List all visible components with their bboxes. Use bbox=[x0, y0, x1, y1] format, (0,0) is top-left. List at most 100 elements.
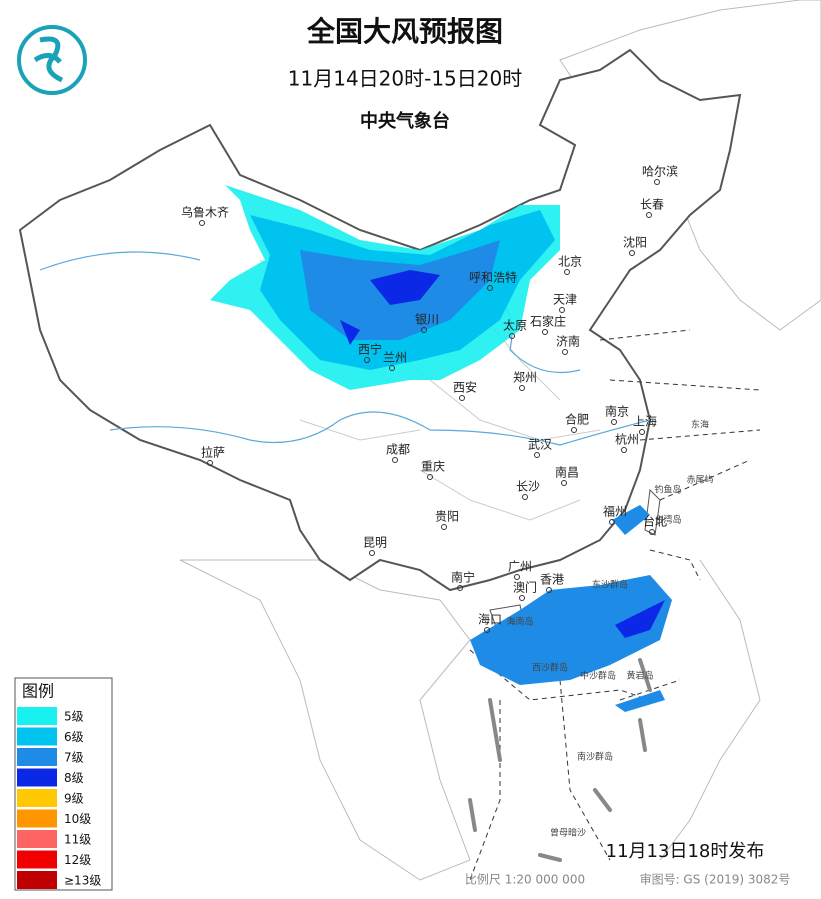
city-marker bbox=[546, 587, 552, 593]
city-marker bbox=[427, 474, 433, 480]
city-marker bbox=[364, 357, 370, 363]
city-marker bbox=[514, 574, 520, 580]
place-label: 东沙群岛 bbox=[592, 579, 628, 591]
city-marker bbox=[559, 307, 565, 313]
legend-swatch bbox=[17, 809, 57, 828]
city-marker bbox=[542, 329, 548, 335]
city-label: 哈尔滨 bbox=[642, 164, 678, 179]
place-label: 台湾岛 bbox=[654, 514, 681, 526]
city-marker bbox=[441, 524, 447, 530]
city-label: 昆明 bbox=[363, 536, 387, 550]
city-marker bbox=[639, 429, 645, 435]
city-marker bbox=[484, 627, 490, 633]
city-marker bbox=[534, 452, 540, 458]
city-label: 沈阳 bbox=[623, 235, 647, 250]
legend-title: 图例 bbox=[22, 682, 54, 701]
city-label: 成都 bbox=[386, 443, 410, 457]
city-marker bbox=[459, 395, 465, 401]
city-label: 郑州 bbox=[513, 370, 537, 385]
city-label: 长春 bbox=[640, 198, 664, 212]
city-marker bbox=[509, 333, 515, 339]
neighbor-outline bbox=[179, 559, 471, 881]
legend-swatch bbox=[17, 768, 57, 787]
wind-area-8 bbox=[615, 600, 665, 638]
city-label: 长沙 bbox=[516, 480, 540, 494]
city-label: 拉萨 bbox=[201, 445, 225, 460]
place-label: 黄岩岛 bbox=[626, 670, 653, 682]
legend-swatch bbox=[17, 748, 57, 766]
city-marker bbox=[562, 349, 568, 355]
city-label: 银川 bbox=[415, 313, 439, 327]
city-label: 香港 bbox=[540, 573, 564, 587]
city-marker bbox=[519, 595, 525, 601]
city-marker bbox=[611, 419, 617, 425]
issued: 11月13日18时发布 bbox=[606, 841, 765, 862]
city-label: 海口 bbox=[478, 612, 502, 627]
city-label: 南昌 bbox=[555, 465, 579, 480]
legend-label: 10级 bbox=[64, 812, 91, 826]
city-label: 西安 bbox=[453, 380, 477, 395]
place-label: 赤尾屿 bbox=[686, 475, 713, 486]
logo-mark bbox=[33, 36, 64, 83]
city-marker bbox=[389, 365, 395, 371]
city-marker bbox=[629, 250, 635, 256]
city-marker bbox=[207, 460, 213, 466]
legend-swatch bbox=[17, 871, 57, 889]
city-marker bbox=[421, 327, 427, 333]
title: 全国大风预报图 bbox=[306, 15, 503, 48]
city-marker bbox=[369, 550, 375, 556]
legend-label: 8级 bbox=[64, 771, 84, 785]
city-label: 太原 bbox=[503, 318, 527, 333]
scale: 比例尺 1:20 000 000 bbox=[465, 873, 585, 887]
city-marker bbox=[609, 519, 615, 525]
legend-items: 5级 6级 7级 8级 9级 10级 11级 12级 ≥13级 bbox=[17, 707, 101, 889]
legend-swatch bbox=[17, 707, 57, 725]
city-marker bbox=[621, 447, 627, 453]
city-marker bbox=[199, 220, 205, 226]
approval: 审图号: GS (2019) 3082号 bbox=[640, 872, 791, 887]
city-label: 南宁 bbox=[451, 570, 475, 585]
city-label: 广州 bbox=[508, 560, 532, 574]
place-label: 曾母暗沙 bbox=[550, 827, 586, 839]
city-marker bbox=[561, 480, 567, 486]
wind-area-8 bbox=[340, 270, 440, 345]
city-label: 贵阳 bbox=[435, 510, 459, 524]
city-marker bbox=[522, 494, 528, 500]
legend-swatch bbox=[17, 830, 57, 848]
legend-label: 6级 bbox=[64, 730, 84, 744]
city-label: 杭州 bbox=[615, 432, 639, 447]
city-label: 合肥 bbox=[565, 412, 589, 427]
place-label: 中沙群岛 bbox=[580, 670, 616, 682]
legend-label: 11级 bbox=[64, 833, 91, 847]
city-label: 福州 bbox=[603, 504, 627, 519]
legend-swatch bbox=[17, 727, 57, 746]
city-marker bbox=[392, 457, 398, 463]
nine-dash-line bbox=[468, 658, 652, 862]
city-marker bbox=[487, 285, 493, 291]
agency: 中央气象台 bbox=[360, 110, 450, 132]
city-marker bbox=[519, 385, 525, 391]
city-marker bbox=[457, 585, 463, 591]
city-marker bbox=[646, 212, 652, 218]
legend-label: ≥13级 bbox=[64, 874, 101, 888]
city-label: 乌鲁木齐 bbox=[181, 205, 229, 220]
city-label: 天津 bbox=[553, 293, 577, 307]
city-label: 上海 bbox=[633, 414, 657, 429]
wind-area-7 bbox=[470, 575, 672, 685]
city-marker bbox=[571, 427, 577, 433]
city-label: 南京 bbox=[605, 404, 629, 419]
city-label: 西宁 bbox=[358, 342, 382, 357]
place-label: 海南岛 bbox=[506, 616, 533, 628]
legend-swatch bbox=[17, 850, 57, 869]
city-marker bbox=[564, 269, 570, 275]
neighbor-outline bbox=[659, 559, 761, 861]
legend-swatch bbox=[17, 789, 57, 807]
city-marker bbox=[649, 529, 655, 535]
city-label: 重庆 bbox=[421, 460, 445, 474]
legend-label: 5级 bbox=[64, 710, 84, 724]
legend-label: 7级 bbox=[64, 751, 84, 765]
city-label: 济南 bbox=[556, 334, 580, 349]
city-label: 台北 bbox=[643, 514, 667, 529]
